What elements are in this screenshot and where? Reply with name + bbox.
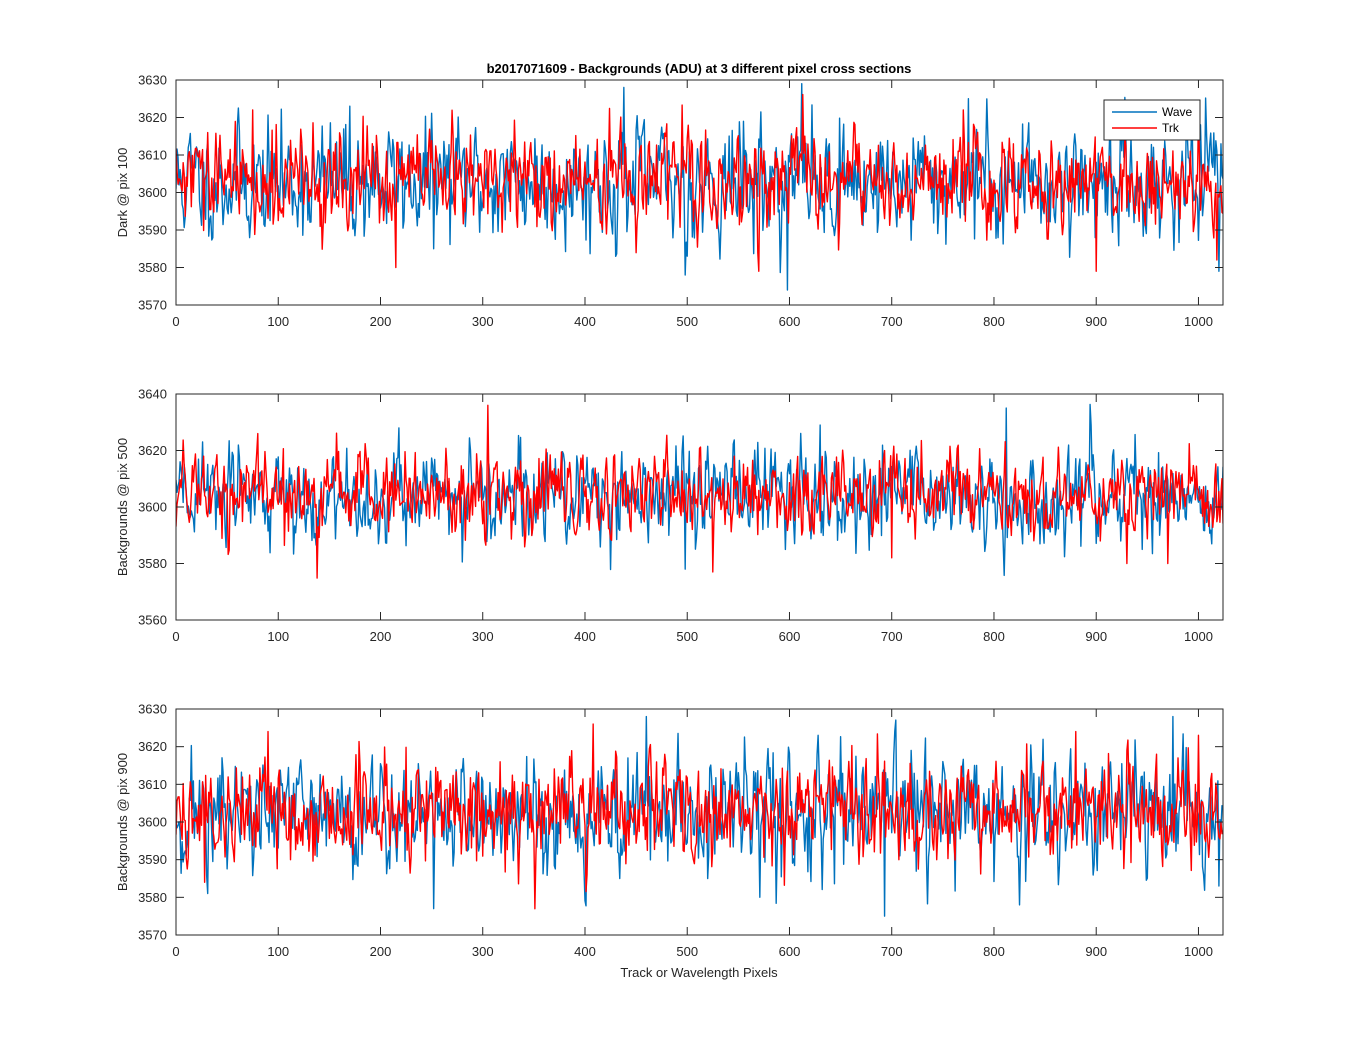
- x-tick-label: 100: [267, 944, 289, 959]
- x-tick-label: 1000: [1184, 629, 1213, 644]
- x-tick-label: 300: [472, 314, 494, 329]
- x-tick-label: 300: [472, 629, 494, 644]
- y-tick-label: 3610: [138, 148, 167, 163]
- x-tick-label: 500: [676, 944, 698, 959]
- panels: 0 100 200 300 400 500 600 700 800 900 100035703580…: [115, 73, 1224, 959]
- legend: Wave Trk: [1103, 99, 1201, 141]
- x-tick-label: 800: [983, 944, 1005, 959]
- chart-panel-3: 0 100 200 300 400 500 600 700 800 900 1000 3570 3580…: [115, 702, 1224, 959]
- x-tick-label: 0: [172, 629, 179, 644]
- x-tick-label: 600: [779, 944, 801, 959]
- y-tick-label: 3620: [138, 443, 167, 458]
- x-tick-label: 500: [676, 629, 698, 644]
- x-tick-label: 600: [779, 314, 801, 329]
- x-axis-label: Track or Wavelength Pixels: [620, 965, 778, 980]
- y-axis-label: Dark @ pix 100: [115, 148, 130, 238]
- y-axis-label: Backgrounds @ pix 500: [115, 438, 130, 576]
- y-tick-label: 3600: [138, 185, 167, 200]
- legend-box: [1103, 99, 1201, 141]
- series-line-trk-1: [176, 93, 1223, 272]
- y-tick-label: 3630: [138, 73, 167, 88]
- y-tick-label: 3600: [138, 500, 167, 515]
- y-tick-label: 3590: [138, 852, 167, 867]
- x-tick-label: 500: [676, 314, 698, 329]
- x-tick-label: 900: [1085, 314, 1107, 329]
- chart-panel-1: 0 100 200 300 400 500 600 700 800 900 1000 3570 3580…: [115, 73, 1224, 329]
- series-line-trk-2: [176, 404, 1223, 579]
- y-tick-label: 3570: [138, 298, 167, 313]
- x-tick-label: 800: [983, 314, 1005, 329]
- x-tick-label: 0: [172, 314, 179, 329]
- x-tick-label: 700: [881, 629, 903, 644]
- series-group: [176, 83, 1223, 291]
- y-tick-label: 3580: [138, 890, 167, 905]
- y-tick-label: 3560: [138, 613, 167, 628]
- y-tick-label: 3610: [138, 777, 167, 792]
- series-line-trk-3: [176, 723, 1223, 910]
- y-tick-label: 3600: [138, 815, 167, 830]
- y-tick-label: 3620: [138, 110, 167, 125]
- x-tick-label: 400: [574, 629, 596, 644]
- y-tick-label: 3580: [138, 556, 167, 571]
- series-group: [176, 403, 1223, 579]
- x-tick-label: 400: [574, 944, 596, 959]
- x-tick-label: 300: [472, 944, 494, 959]
- x-tick-label: 1000: [1184, 314, 1213, 329]
- x-tick-label: 700: [881, 314, 903, 329]
- x-tick-label: 600: [779, 629, 801, 644]
- chart-title: b2017071609 - Backgrounds (ADU) at 3 dif…: [487, 61, 912, 76]
- y-axis-label: Backgrounds @ pix 900: [115, 753, 130, 891]
- x-tick-label: 200: [370, 314, 392, 329]
- legend-label-wave: Wave: [1162, 105, 1193, 119]
- y-tick-label: 3580: [138, 260, 167, 275]
- legend-label-trk: Trk: [1162, 121, 1180, 135]
- x-tick-label: 200: [370, 944, 392, 959]
- x-tick-label: 200: [370, 629, 392, 644]
- x-tick-label: 700: [881, 944, 903, 959]
- x-tick-label: 0: [172, 944, 179, 959]
- y-tick-label: 3590: [138, 223, 167, 238]
- x-tick-label: 400: [574, 314, 596, 329]
- series-group: [176, 715, 1223, 917]
- y-tick-label: 3570: [138, 928, 167, 943]
- x-tick-label: 900: [1085, 629, 1107, 644]
- x-tick-label: 100: [267, 314, 289, 329]
- x-tick-label: 1000: [1184, 944, 1213, 959]
- chart-panel-2: 0 100 200 300 400 500 600 700 800 900 1000 3560 3580…: [115, 387, 1224, 644]
- x-tick-label: 100: [267, 629, 289, 644]
- x-tick-label: 900: [1085, 944, 1107, 959]
- y-tick-label: 3630: [138, 702, 167, 717]
- y-tick-label: 3640: [138, 387, 167, 402]
- x-tick-label: 800: [983, 629, 1005, 644]
- y-tick-label: 3620: [138, 739, 167, 754]
